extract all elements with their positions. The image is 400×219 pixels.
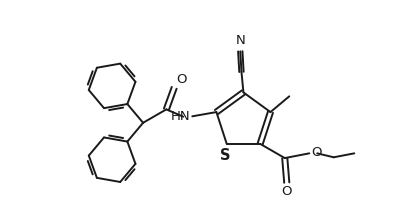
Text: O: O xyxy=(176,73,186,86)
Text: N: N xyxy=(236,34,245,47)
Text: O: O xyxy=(282,185,292,198)
Text: S: S xyxy=(220,148,230,163)
Text: HN: HN xyxy=(170,110,190,123)
Text: O: O xyxy=(311,146,321,159)
